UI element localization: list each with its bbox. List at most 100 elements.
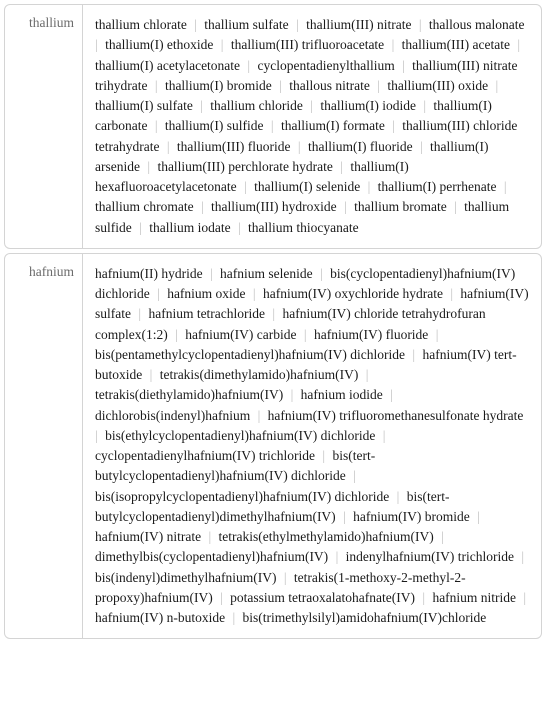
separator: | [241, 179, 250, 194]
compound-link[interactable]: dichlorobis(indenyl)hafnium [95, 408, 250, 423]
separator: | [340, 509, 349, 524]
compound-link[interactable]: thallium chromate [95, 199, 194, 214]
table-row: hafniumhafnium(II) hydride | hafnium sel… [4, 253, 542, 640]
compound-link[interactable]: indenylhafnium(IV) trichloride [346, 549, 514, 564]
compound-link[interactable]: thallium(I) acetylacetonate [95, 58, 240, 73]
separator: | [154, 286, 163, 301]
separator: | [388, 37, 397, 52]
compound-link[interactable]: bis(pentamethylcyclopentadienyl)hafnium(… [95, 347, 405, 362]
compound-link[interactable]: thallium thiocyanate [248, 220, 359, 235]
compound-link[interactable]: thallium(I) formate [281, 118, 385, 133]
separator: | [136, 220, 145, 235]
compound-link[interactable]: thallium(I) selenide [254, 179, 360, 194]
compound-link[interactable]: tetrakis(dimethylamido)hafnium(IV) [160, 367, 359, 382]
separator: | [295, 139, 304, 154]
separator: | [244, 58, 253, 73]
compound-link[interactable]: tetrakis(ethylmethylamido)hafnium(IV) [219, 529, 434, 544]
compound-link[interactable]: hafnium(IV) nitrate [95, 529, 201, 544]
compound-link[interactable]: thallium(I) fluoride [308, 139, 413, 154]
separator: | [269, 306, 278, 321]
compound-link[interactable]: thallium sulfate [204, 17, 288, 32]
compound-link[interactable]: thallium(I) sulfide [165, 118, 264, 133]
separator: | [144, 159, 153, 174]
compound-link[interactable]: thallous nitrate [289, 78, 370, 93]
compound-link[interactable]: hafnium iodide [301, 387, 383, 402]
compounds-table: thallium thallium chlorate | thallium sul… [4, 4, 542, 639]
separator: | [207, 266, 216, 281]
compound-link[interactable]: potassium tetraoxalatohafnate(IV) [230, 590, 415, 605]
separator: | [417, 139, 426, 154]
compound-link[interactable]: thallous malonate [429, 17, 525, 32]
separator: | [250, 286, 259, 301]
table-row: thallium thallium chlorate | thallium sul… [4, 4, 542, 249]
compound-link[interactable]: thallium bromate [354, 199, 447, 214]
compound-link[interactable]: hafnium nitride [432, 590, 516, 605]
separator: | [151, 78, 160, 93]
compound-link[interactable]: hafnium(IV) n-butoxide [95, 610, 225, 625]
compound-link[interactable]: hafnium oxide [167, 286, 245, 301]
compounds-cell: hafnium(II) hydride | hafnium selenide |… [83, 254, 541, 639]
compound-link[interactable]: bis(indenyl)dimethylhafnium(IV) [95, 570, 276, 585]
separator: | [420, 98, 429, 113]
compound-link[interactable]: hafnium(II) hydride [95, 266, 203, 281]
compound-link[interactable]: thallium iodate [149, 220, 230, 235]
compound-link[interactable]: hafnium tetrachloride [148, 306, 265, 321]
separator: | [135, 306, 144, 321]
separator: | [341, 199, 350, 214]
compound-link[interactable]: tetrakis(diethylamido)hafnium(IV) [95, 387, 283, 402]
compound-link[interactable]: hafnium(IV) trifluoromethanesulfonate hy… [268, 408, 524, 423]
separator: | [364, 179, 373, 194]
separator: | [319, 448, 328, 463]
separator: | [163, 139, 172, 154]
compound-link[interactable]: thallium(I) iodide [320, 98, 416, 113]
compound-link[interactable]: thallium chloride [210, 98, 303, 113]
compound-link[interactable]: hafnium(IV) carbide [185, 327, 296, 342]
separator: | [447, 286, 456, 301]
compound-link[interactable]: bis(ethylcyclopentadienyl)hafnium(IV) di… [105, 428, 375, 443]
separator: | [438, 529, 444, 544]
separator: | [217, 37, 226, 52]
separator: | [374, 78, 383, 93]
compound-link[interactable]: thallium(I) sulfate [95, 98, 193, 113]
compound-link[interactable]: thallium(I) perrhenate [378, 179, 497, 194]
compound-link[interactable]: cyclopentadienylhafnium(IV) trichloride [95, 448, 315, 463]
separator: | [419, 590, 428, 605]
separator: | [332, 549, 341, 564]
separator: | [451, 199, 460, 214]
compound-link[interactable]: thallium(III) perchlorate hydrate [157, 159, 332, 174]
compound-link[interactable]: thallium(III) fluoride [177, 139, 291, 154]
element-label: thallium [5, 5, 83, 248]
compound-link[interactable]: thallium(III) trifluoroacetate [231, 37, 384, 52]
separator: | [432, 327, 438, 342]
compound-link[interactable]: hafnium(IV) fluoride [314, 327, 428, 342]
compound-link[interactable]: thallium(III) nitrate [306, 17, 411, 32]
separator: | [362, 367, 368, 382]
compound-link[interactable]: thallium chlorate [95, 17, 187, 32]
compound-link[interactable]: thallium(III) acetate [402, 37, 510, 52]
separator: | [492, 78, 498, 93]
compound-link[interactable]: cyclopentadienylthallium [258, 58, 395, 73]
element-label: hafnium [5, 254, 83, 639]
compound-link[interactable]: bis(isopropylcyclopentadienyl)hafnium(IV… [95, 489, 389, 504]
compound-link[interactable]: hafnium(IV) oxychloride hydrate [263, 286, 443, 301]
separator: | [518, 549, 524, 564]
compound-link[interactable]: hafnium(IV) bromide [353, 509, 470, 524]
separator: | [205, 529, 214, 544]
separator: | [217, 590, 226, 605]
compound-link[interactable]: thallium(I) ethoxide [105, 37, 213, 52]
separator: | [191, 17, 200, 32]
separator: | [254, 408, 263, 423]
separator: | [276, 78, 285, 93]
separator: | [379, 428, 385, 443]
compound-link[interactable]: thallium(I) bromide [165, 78, 272, 93]
compound-link[interactable]: hafnium selenide [220, 266, 313, 281]
compound-link[interactable]: dimethylbis(cyclopentadienyl)hafnium(IV) [95, 549, 328, 564]
separator: | [293, 17, 302, 32]
separator: | [350, 468, 356, 483]
compound-link[interactable]: bis(trimethylsilyl)amidohafnium(IV)chlor… [243, 610, 487, 625]
separator: | [151, 118, 160, 133]
separator: | [520, 590, 526, 605]
separator: | [474, 509, 480, 524]
compound-link[interactable]: thallium(III) hydroxide [211, 199, 337, 214]
compound-link[interactable]: thallium(III) oxide [387, 78, 488, 93]
